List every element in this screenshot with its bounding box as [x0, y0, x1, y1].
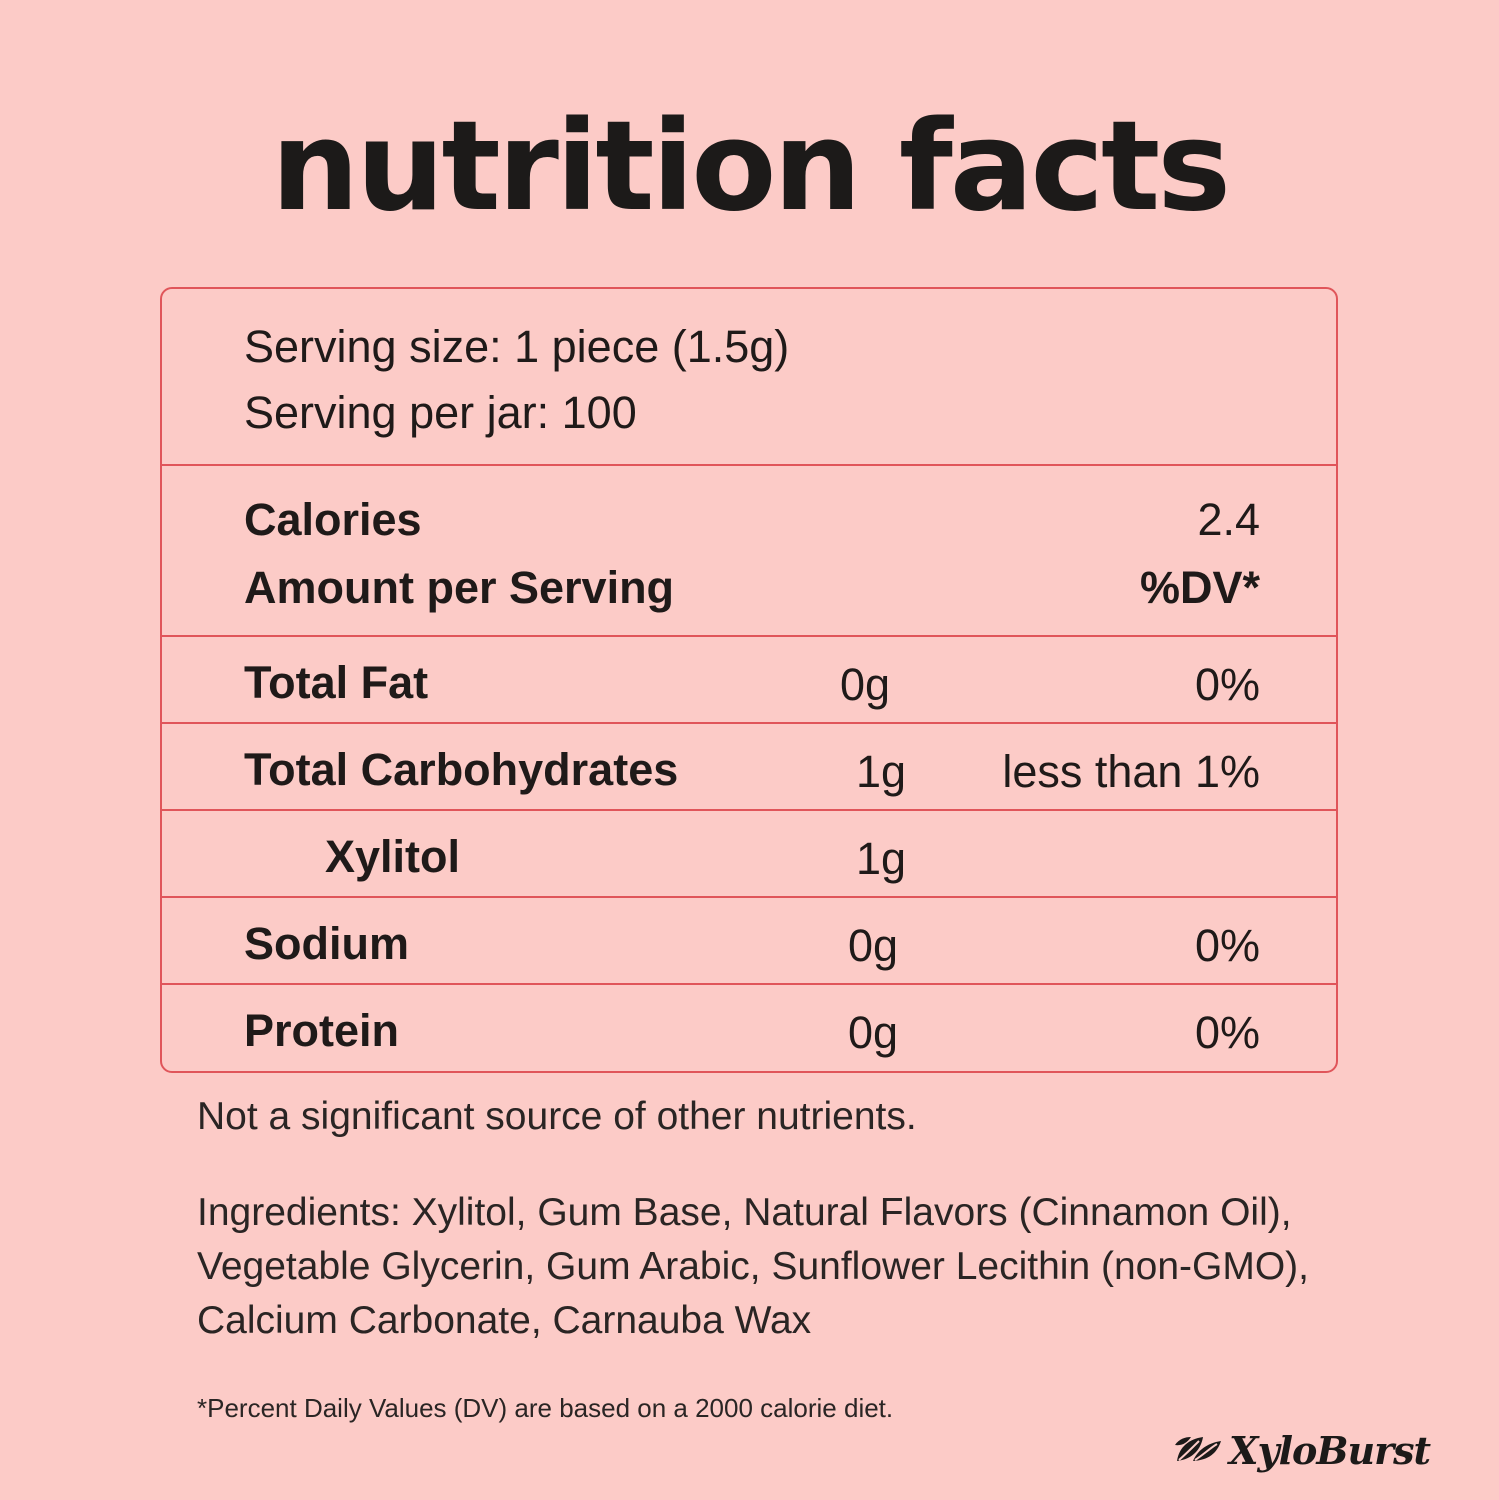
divider [162, 722, 1336, 724]
nutrient-name: Sodium [244, 918, 409, 969]
divider [162, 809, 1336, 811]
leaf-icon [1173, 1431, 1223, 1470]
amount-per-serving-label: Amount per Serving [244, 562, 675, 613]
ingredients-line: Vegetable Glycerin, Gum Arabic, Sunflowe… [197, 1245, 1309, 1288]
nutrient-dv: 0% [1194, 659, 1260, 710]
nutrient-amount: 1g [856, 746, 907, 797]
nutrient-name: Xylitol [325, 831, 461, 882]
calories-label: Calories [244, 494, 422, 545]
nutrient-name: Total Carbohydrates [244, 744, 679, 795]
dv-header: %DV* [1139, 562, 1260, 613]
ingredients-line: Ingredients: Xylitol, Gum Base, Natural … [197, 1191, 1292, 1234]
nutrient-amount: 0g [848, 1007, 899, 1058]
nutrient-dv: less than 1% [1002, 746, 1260, 797]
not-significant-note: Not a significant source of other nutrie… [197, 1095, 917, 1138]
brand-logo: XyloBurst [1173, 1424, 1463, 1476]
page-title: nutrition facts [270, 95, 1231, 239]
divider [162, 635, 1336, 637]
dv-footnote: *Percent Daily Values (DV) are based on … [197, 1393, 894, 1423]
nutrient-amount: 1g [856, 833, 907, 884]
servings-per-jar: Serving per jar: 100 [244, 387, 637, 438]
ingredients-line: Calcium Carbonate, Carnauba Wax [197, 1299, 812, 1342]
divider [162, 464, 1336, 466]
divider [162, 896, 1336, 898]
nutrition-table: Serving size: 1 piece (1.5g) Serving per… [160, 287, 1338, 1073]
nutrient-amount: 0g [848, 920, 899, 971]
nutrient-dv: 0% [1194, 920, 1260, 971]
nutrient-name: Protein [244, 1005, 400, 1056]
nutrient-dv: 0% [1194, 1007, 1260, 1058]
calories-value: 2.4 [1197, 494, 1260, 545]
nutrient-name: Total Fat [244, 657, 429, 708]
nutrient-amount: 0g [840, 659, 891, 710]
serving-size: Serving size: 1 piece (1.5g) [244, 321, 790, 372]
divider [162, 983, 1336, 985]
brand-name: XyloBurst [1229, 1427, 1431, 1473]
